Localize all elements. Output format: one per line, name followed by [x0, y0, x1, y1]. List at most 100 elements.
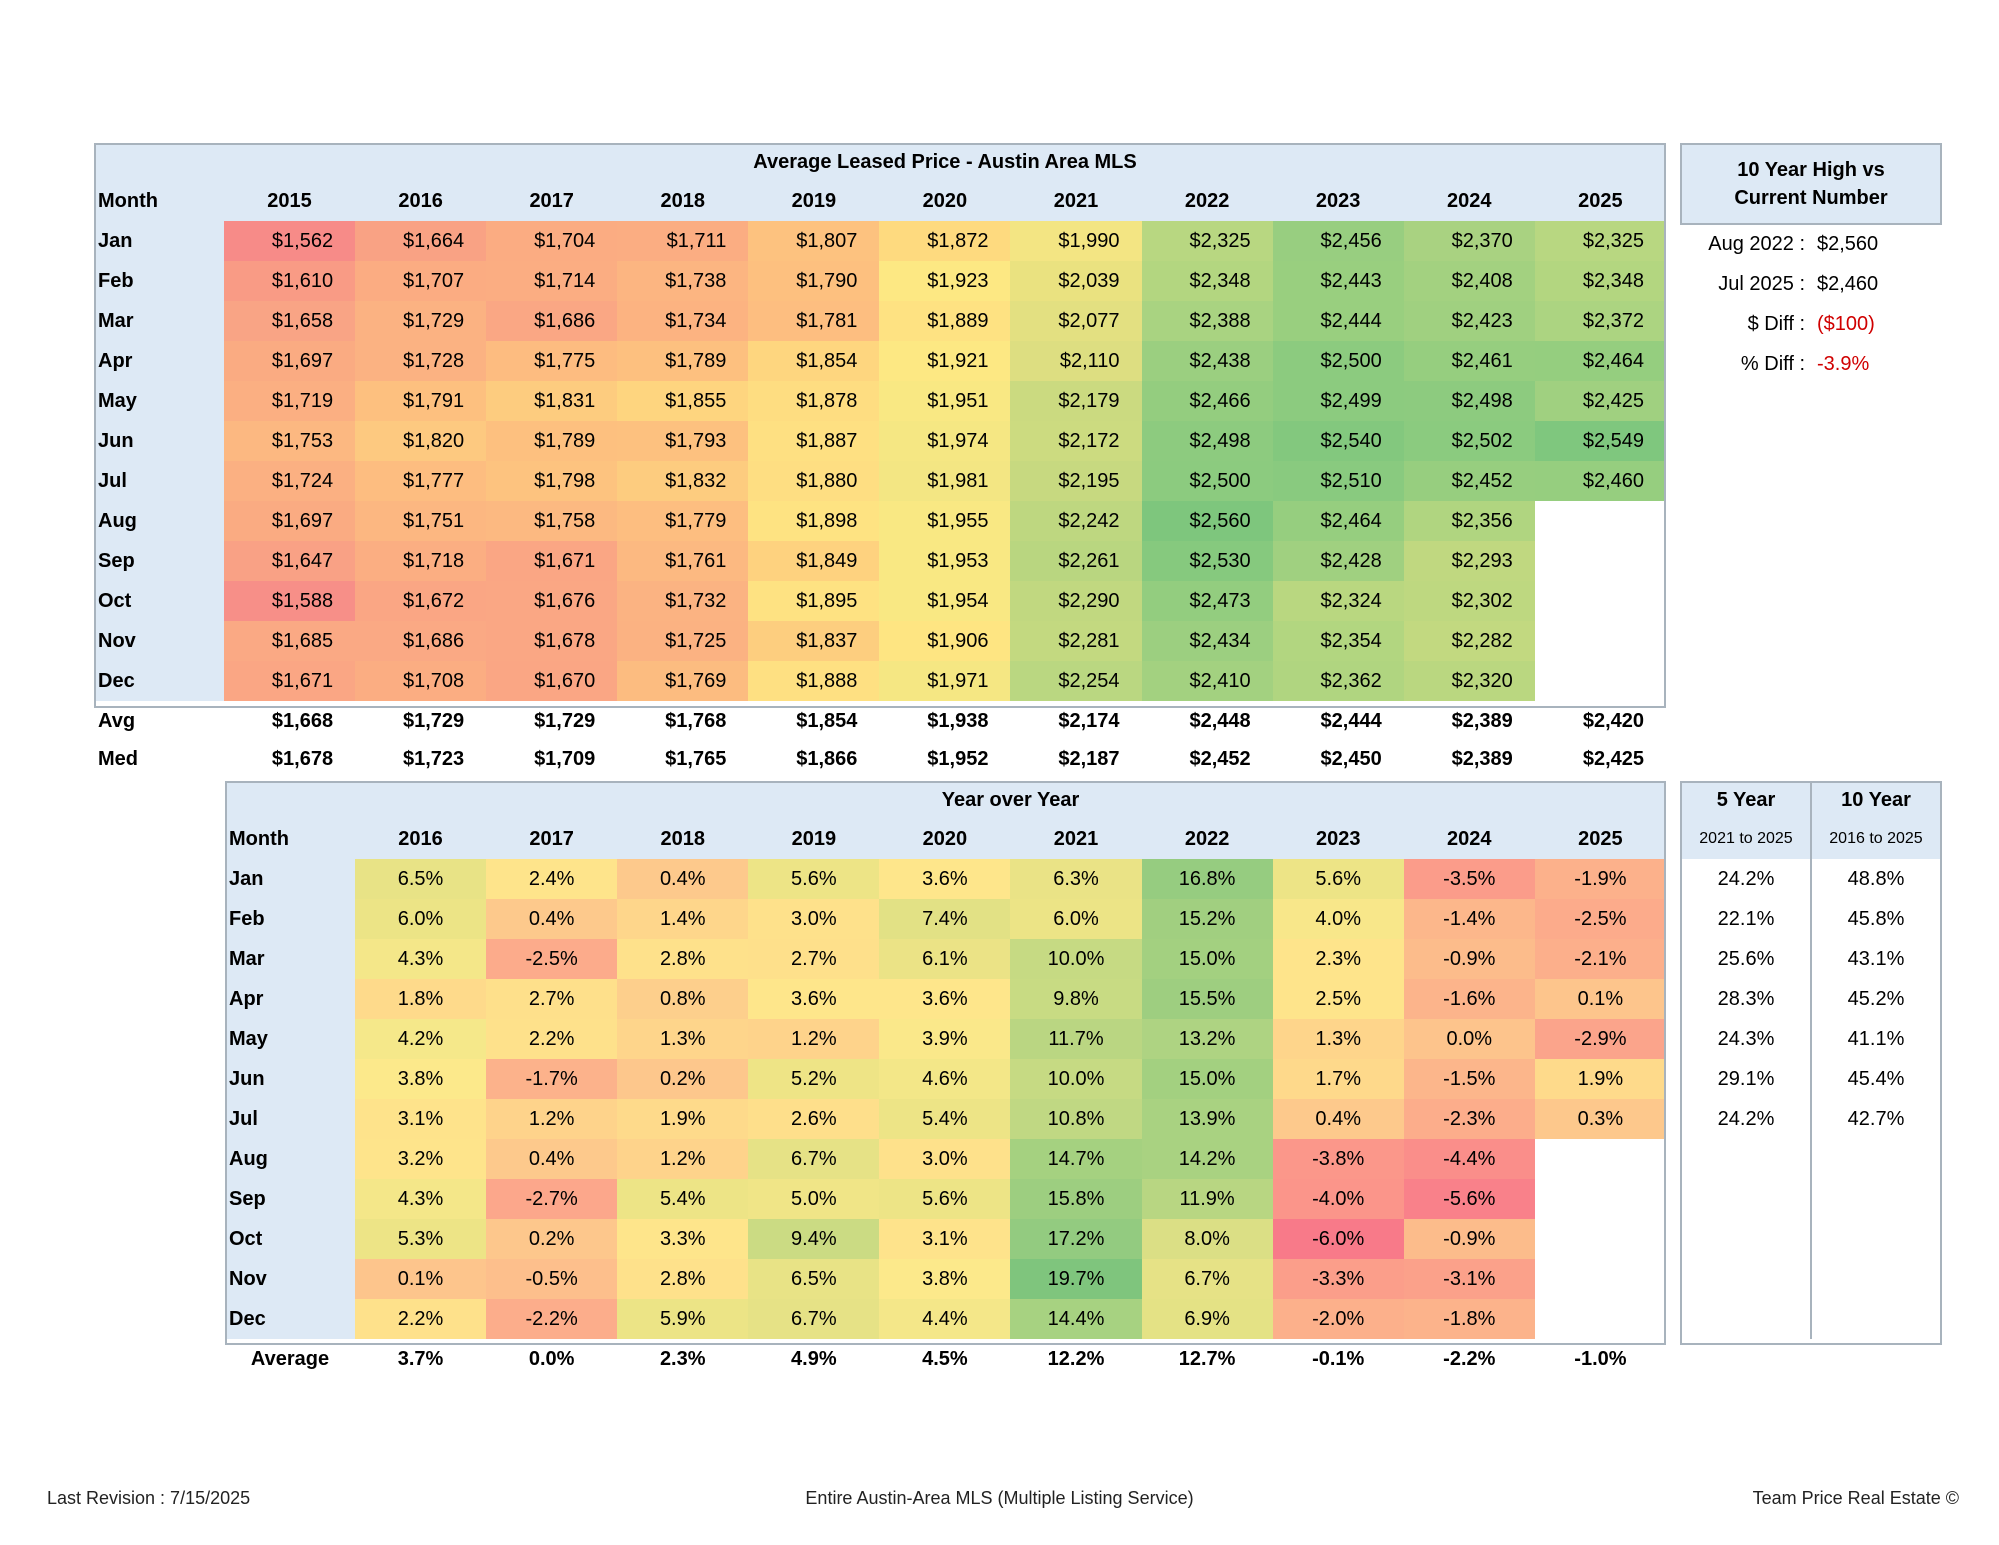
price-cell: $1,789 — [486, 421, 618, 461]
avg-cell: $1,668 — [271, 709, 334, 732]
month-label: Oct — [94, 581, 224, 621]
leased-table-title: Average Leased Price - Austin Area MLS — [224, 143, 1666, 181]
high-box-header-row: 10 Year High vs Current Number — [1680, 143, 1942, 225]
price-cell: $1,714 — [486, 261, 618, 301]
avg-row: Avg $1,668 $1,729 $1,729 $1,768 $1,854 $1,938 $… — [94, 701, 1666, 741]
ten-year-cell — [1810, 1219, 1942, 1259]
pct-cell: 17.2% — [1010, 1219, 1142, 1259]
pct-cell: 6.1% — [879, 939, 1011, 979]
avg-cell: $2,389 — [1451, 709, 1513, 732]
month-label: Dec — [225, 1299, 355, 1339]
growth-subheader-row: 2021 to 2025 2016 to 2025 — [1680, 819, 1942, 859]
price-cell: $2,362 — [1272, 661, 1404, 701]
pct-cell: 5.6% — [879, 1179, 1011, 1219]
title-row: Average Leased Price - Austin Area MLS — [94, 143, 1666, 181]
ten-year-cell: 45.4% — [1810, 1059, 1942, 1099]
price-cell: $1,671 — [224, 661, 356, 701]
high-box-label: $ Diff : — [1747, 312, 1805, 335]
price-cell: $1,790 — [748, 261, 880, 301]
month-label: Jun — [225, 1059, 355, 1099]
price-cell: $1,686 — [486, 301, 618, 341]
month-label: Sep — [225, 1179, 355, 1219]
price-cell: $1,734 — [617, 301, 749, 341]
high-box-row: $ Diff : ($100) — [1681, 304, 1941, 344]
pct-cell: -2.1% — [1534, 939, 1666, 979]
median-cell: $1,952 — [927, 747, 989, 770]
pct-cell: 0.1% — [1534, 979, 1666, 1019]
price-cell: $2,320 — [1403, 661, 1535, 701]
pct-cell: -2.0% — [1272, 1299, 1404, 1339]
pct-cell: 4.3% — [355, 939, 487, 979]
month-label: Jul — [225, 1099, 355, 1139]
price-cell: $2,502 — [1403, 421, 1535, 461]
price-cell: $1,953 — [879, 541, 1011, 581]
pct-cell: 3.6% — [879, 979, 1011, 1019]
price-cell — [1534, 541, 1666, 581]
price-cell: $1,807 — [748, 221, 880, 261]
price-cell: $1,878 — [748, 381, 880, 421]
price-cell: $1,951 — [879, 381, 1011, 421]
price-cell: $2,434 — [1141, 621, 1273, 661]
pct-cell: 16.8% — [1141, 859, 1273, 899]
year-header: 2015 — [224, 181, 356, 221]
price-cell: $1,729 — [355, 301, 487, 341]
pct-cell: -1.6% — [1403, 979, 1535, 1019]
pct-cell: 3.9% — [879, 1019, 1011, 1059]
pct-cell: 10.0% — [1010, 1059, 1142, 1099]
leased-price-table: Average Leased Price - Austin Area MLS Mo… — [94, 143, 1666, 777]
copyright-text: Team Price Real Estate © — [1752, 1488, 1959, 1508]
month-row: Aug 3.2% 0.4% 1.2% 6.7% 3.0% 14.7% 14.2% -3.8% -4… — [225, 1139, 1666, 1179]
price-cell: $2,370 — [1403, 221, 1535, 261]
ten-year-cell: 48.8% — [1810, 859, 1942, 899]
pct-cell: 5.6% — [1272, 859, 1404, 899]
price-cell: $1,724 — [224, 461, 356, 501]
ten-year-high-box: 10 Year High vs Current Number Aug 2022 : $… — [1680, 143, 1942, 384]
month-label: May — [94, 381, 224, 421]
price-cell: $1,707 — [355, 261, 487, 301]
average-cell: 4.5% — [922, 1347, 968, 1370]
avg-cell: $1,938 — [927, 709, 989, 732]
ten-year-cell: 45.8% — [1810, 899, 1942, 939]
five-year-cell: 28.3% — [1680, 979, 1812, 1019]
month-row: Aug $1,697 $1,751 $1,758 $1,779 $1,898 $1,955 $… — [94, 501, 1666, 541]
year-header: 2020 — [879, 181, 1011, 221]
median-cell: $2,425 — [1582, 747, 1644, 770]
month-label: Jan — [225, 859, 355, 899]
pct-cell: 4.2% — [355, 1019, 487, 1059]
pct-cell: 4.0% — [1272, 899, 1404, 939]
median-cell: $2,389 — [1451, 747, 1513, 770]
high-box-header-line2: Current Number — [1734, 187, 1888, 209]
pct-cell: 15.0% — [1141, 1059, 1273, 1099]
month-row: Jun $1,753 $1,820 $1,789 $1,793 $1,887 $1,974 $… — [94, 421, 1666, 461]
five-year-cell: 29.1% — [1680, 1059, 1812, 1099]
pct-cell: 3.6% — [748, 979, 880, 1019]
pct-cell: -1.4% — [1403, 899, 1535, 939]
price-cell: $1,798 — [486, 461, 618, 501]
price-cell: $1,728 — [355, 341, 487, 381]
month-row: Dec 2.2% -2.2% 5.9% 6.7% 4.4% 14.4% 6.9% -2.0% -1… — [225, 1299, 1666, 1339]
pct-cell — [1534, 1179, 1666, 1219]
avg-cell: $2,448 — [1189, 709, 1251, 732]
pct-cell: 3.3% — [617, 1219, 749, 1259]
pct-cell: 6.0% — [1010, 899, 1142, 939]
price-cell: $1,761 — [617, 541, 749, 581]
price-cell: $1,837 — [748, 621, 880, 661]
growth-row: 28.3% 45.2% — [1680, 979, 1942, 1019]
month-label: Feb — [225, 899, 355, 939]
average-cell: 12.2% — [1047, 1347, 1105, 1370]
price-cell: $2,408 — [1403, 261, 1535, 301]
pct-cell: -2.9% — [1534, 1019, 1666, 1059]
pct-cell: 0.2% — [617, 1059, 749, 1099]
year-header: 2021 — [1010, 819, 1142, 859]
header-row: Month 2015 2016 2017 2018 2019 2020 2021 2022 202… — [94, 181, 1666, 221]
price-cell: $1,971 — [879, 661, 1011, 701]
price-cell: $1,789 — [617, 341, 749, 381]
pct-cell: -4.0% — [1272, 1179, 1404, 1219]
price-cell: $2,452 — [1403, 461, 1535, 501]
year-header: 2020 — [879, 819, 1011, 859]
month-row: May 4.2% 2.2% 1.3% 1.2% 3.9% 11.7% 13.2% 1.3% 0.0… — [225, 1019, 1666, 1059]
five-year-cell — [1680, 1139, 1812, 1179]
pct-cell: 3.8% — [879, 1259, 1011, 1299]
pct-cell: 1.2% — [617, 1139, 749, 1179]
price-cell: $2,281 — [1010, 621, 1142, 661]
